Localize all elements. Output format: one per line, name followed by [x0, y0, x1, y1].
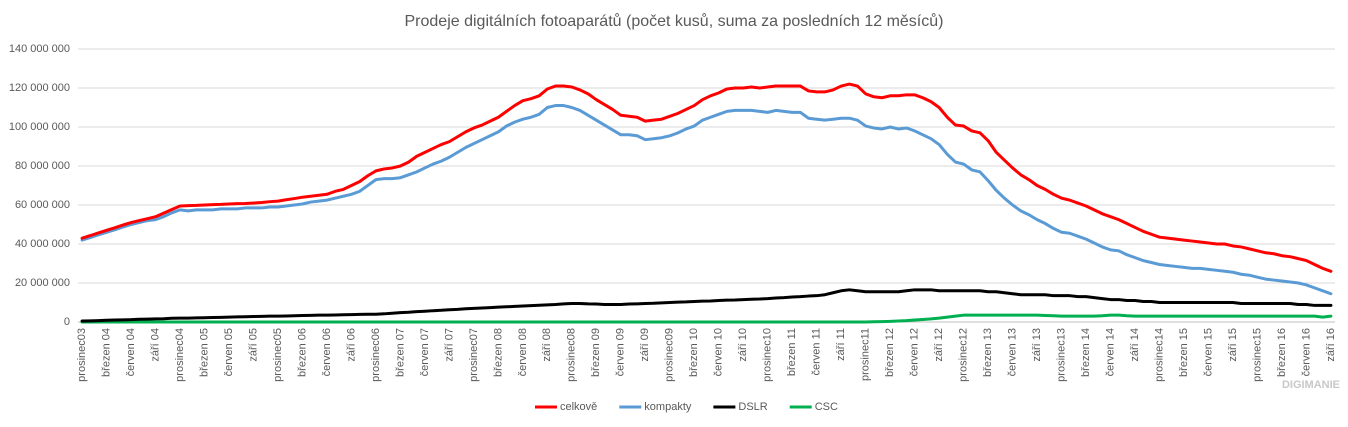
x-tick-label: září 05: [247, 328, 259, 362]
y-tick-label: 20 000 000: [15, 277, 70, 289]
watermark: DIGIMANIE: [1282, 379, 1340, 391]
x-tick-label: září 15: [1227, 328, 1239, 362]
series-line: [80, 313, 1333, 324]
y-tick-label: 40 000 000: [15, 238, 70, 250]
x-tick-label: září 07: [443, 328, 455, 362]
x-tick-label: březen 14: [1080, 328, 1092, 377]
x-tick-label: prosinec12: [958, 328, 970, 382]
x-tick-label: září 09: [639, 328, 651, 362]
chart-title: Prodeje digitálních fotoaparátů (počet k…: [405, 12, 944, 30]
x-tick-label: prosinec05: [272, 328, 284, 382]
x-tick-label: prosinec08: [566, 328, 578, 382]
x-tick-label: červen 11: [811, 328, 823, 376]
y-tick-label: 140 000 000: [9, 43, 70, 55]
x-tick-label: prosinec10: [762, 328, 774, 382]
x-tick-label: prosinec11: [860, 328, 872, 381]
x-tick-label: září 11: [835, 328, 847, 361]
y-tick-label: 60 000 000: [15, 199, 70, 211]
x-tick-label: září 13: [1031, 328, 1043, 362]
x-tick-label: prosinec04: [174, 328, 186, 382]
x-tick-label: červen 06: [321, 328, 333, 376]
y-tick-label: 80 000 000: [15, 160, 70, 172]
x-tick-label: březen 06: [296, 328, 308, 377]
x-tick-label: březen 11: [786, 328, 798, 376]
x-tick-label: červen 07: [419, 328, 431, 376]
x-tick-label: březen 15: [1178, 328, 1190, 377]
x-tick-label: září 16: [1325, 328, 1337, 362]
legend-label: kompakty: [644, 401, 692, 413]
x-tick-label: březen 13: [982, 328, 994, 377]
x-tick-label: červen 13: [1006, 328, 1018, 376]
x-tick-label: září 08: [541, 328, 553, 362]
x-tick-label: červen 08: [517, 328, 529, 376]
series-line: [80, 288, 1333, 323]
series-line: [80, 82, 1333, 273]
legend-label: DSLR: [738, 401, 767, 413]
x-tick-label: září 10: [737, 328, 749, 362]
y-tick-label: 100 000 000: [9, 121, 70, 133]
x-tick-label: září 12: [933, 328, 945, 362]
x-tick-label: prosinec03: [76, 328, 88, 382]
x-tick-label: březen 04: [100, 328, 112, 377]
x-tick-label: červen 14: [1104, 328, 1116, 376]
legend-label: CSC: [815, 401, 838, 413]
x-tick-label: prosinec13: [1055, 328, 1067, 382]
series-line: [80, 104, 1333, 296]
x-tick-label: září 14: [1129, 328, 1141, 362]
x-tick-label: březen 12: [884, 328, 896, 377]
x-tick-label: březen 08: [492, 328, 504, 377]
x-tick-label: prosinec09: [664, 328, 676, 382]
x-tick-label: červen 16: [1300, 328, 1312, 376]
x-tick-label: březen 16: [1276, 328, 1288, 377]
x-tick-label: červen 15: [1202, 328, 1214, 376]
x-tick-label: březen 09: [590, 328, 602, 377]
x-tick-label: prosinec06: [370, 328, 382, 382]
x-tick-label: září 06: [345, 328, 357, 362]
x-tick-label: březen 07: [394, 328, 406, 377]
x-tick-label: březen 05: [198, 328, 210, 377]
legend-label: celkově: [560, 401, 597, 413]
x-tick-label: červen 09: [615, 328, 627, 376]
x-tick-label: prosinec07: [468, 328, 480, 382]
x-tick-label: prosinec15: [1251, 328, 1263, 382]
y-tick-label: 120 000 000: [9, 82, 70, 94]
x-tick-label: březen 10: [688, 328, 700, 377]
x-tick-label: září 04: [149, 328, 161, 362]
x-tick-label: červen 04: [125, 328, 137, 376]
x-tick-label: červen 10: [713, 328, 725, 376]
y-tick-label: 0: [64, 316, 70, 328]
x-tick-label: červen 05: [223, 328, 235, 376]
x-tick-label: prosinec14: [1153, 328, 1165, 382]
x-tick-label: červen 12: [909, 328, 921, 376]
